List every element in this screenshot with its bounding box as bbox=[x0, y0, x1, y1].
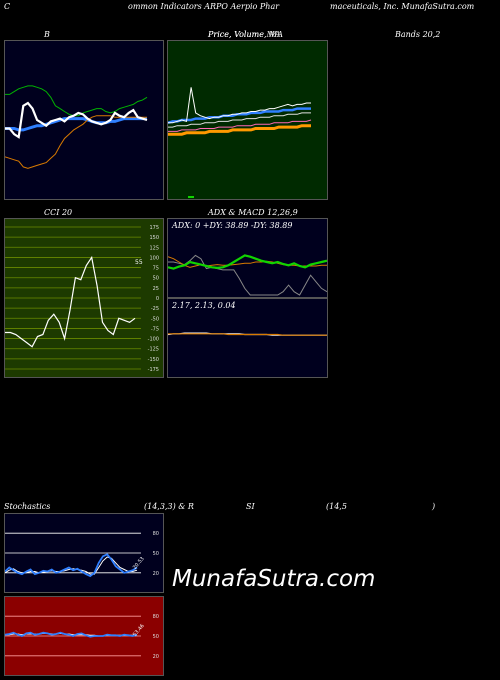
adx-macd-title: ADX & MACD 12,26,9 bbox=[208, 208, 298, 217]
bollinger-price-line bbox=[5, 101, 148, 139]
bollinger-panel bbox=[4, 40, 164, 200]
rsi-tick-label: 50 bbox=[153, 634, 159, 640]
price-ma2-line bbox=[168, 112, 311, 128]
adx-plot bbox=[168, 254, 327, 296]
cci-tick-label: 175 bbox=[149, 225, 159, 231]
rsi-panel: 80 50 20 53.46 bbox=[4, 596, 164, 676]
stochastics-tick-label: 20 bbox=[153, 571, 159, 577]
cci-tick-label: -25 bbox=[151, 306, 159, 312]
rsi-params: (14,5 bbox=[326, 502, 347, 511]
cci-tick-label: -75 bbox=[151, 326, 159, 332]
macd-signal-line bbox=[168, 333, 327, 336]
cci-tick-label: 0 bbox=[156, 296, 159, 302]
header-left: C bbox=[4, 2, 11, 11]
rsi-tick-label: 80 bbox=[153, 614, 159, 620]
bollinger-plot bbox=[5, 85, 148, 169]
cci-tick-label: 50 bbox=[153, 276, 159, 282]
rsi-label: SI bbox=[246, 502, 255, 511]
adx-panel: ADX: 0 +DY: 38.89 -DY: 38.89 bbox=[167, 218, 328, 298]
adx-adx-line bbox=[168, 254, 327, 270]
price-panel bbox=[167, 40, 328, 200]
cci-tick-label: -150 bbox=[148, 357, 159, 363]
cci-tick-label: 100 bbox=[149, 255, 159, 261]
price-ma3-line bbox=[168, 119, 312, 132]
cci-tick-label: 25 bbox=[153, 286, 159, 292]
stoch-plot: 80 50 20 20.53 bbox=[5, 531, 159, 578]
macd-plot bbox=[168, 332, 327, 336]
bollinger-title: B bbox=[44, 30, 50, 39]
rsi-close: ) bbox=[432, 502, 436, 511]
stochastics-tick-label: 80 bbox=[153, 531, 159, 537]
cci-last-label: 55 bbox=[135, 259, 143, 266]
price-title-b: Price, Volume MA bbox=[208, 30, 281, 39]
rsi-rsi-line bbox=[5, 631, 138, 638]
adx-minus_di-line bbox=[168, 254, 327, 296]
volume-bar bbox=[188, 196, 194, 198]
cci-title: CCI 20 bbox=[44, 208, 73, 217]
header-right: maceuticals, Inc. MunafaSutra.com bbox=[330, 2, 475, 11]
stochastics-last-label: 20.53 bbox=[132, 556, 146, 571]
cci-tick-label: 75 bbox=[153, 266, 159, 272]
header-middle: ommon Indicators ARPO Aerpio Phar bbox=[128, 2, 280, 11]
macd-panel: 2.17, 2.13, 0.04 bbox=[167, 298, 328, 378]
cci-tick-label: 150 bbox=[149, 235, 159, 241]
stochastics-k-line bbox=[5, 553, 138, 578]
cci-tick-label: -125 bbox=[148, 347, 159, 353]
cci-tick-label: -50 bbox=[151, 316, 159, 322]
price-plot bbox=[168, 87, 312, 198]
stochastics-tick-label: 50 bbox=[153, 551, 159, 557]
rsi-tick-label: 20 bbox=[153, 654, 159, 660]
cci-tick-label: -100 bbox=[148, 337, 159, 343]
adx-values: ADX: 0 +DY: 38.89 -DY: 38.89 bbox=[172, 221, 293, 230]
cci-line bbox=[5, 255, 136, 348]
price-price-line bbox=[168, 87, 311, 124]
macd-values: 2.17, 2.13, 0.04 bbox=[172, 301, 236, 310]
bollinger-lower-line bbox=[5, 115, 147, 169]
price-ma1-line bbox=[168, 107, 311, 124]
cci-panel: 175 150 125 100 75 50 25 0 -25 -50 -75 -100 -125 -150… bbox=[4, 218, 164, 378]
bands-title: Bands 20,2 bbox=[395, 30, 441, 39]
bollinger-middle-line bbox=[5, 117, 147, 132]
stoch-title: Stochastics bbox=[4, 502, 51, 511]
bollinger-upper-line bbox=[5, 85, 148, 117]
price-ma4-line bbox=[168, 124, 311, 136]
cci-tick-label: -175 bbox=[148, 367, 159, 373]
stoch-params: (14,3,3) & R bbox=[144, 502, 194, 511]
price-title-a: Price, Volume, MA bbox=[208, 30, 284, 39]
stoch-panel: 80 50 20 20.53 bbox=[4, 513, 164, 593]
watermark: MunafaSutra.com bbox=[172, 566, 376, 592]
cci-plot: 175 150 125 100 75 50 25 0 -25 -50 -75 -100 -125 -150… bbox=[5, 225, 159, 373]
cci-tick-label: 125 bbox=[149, 245, 159, 251]
